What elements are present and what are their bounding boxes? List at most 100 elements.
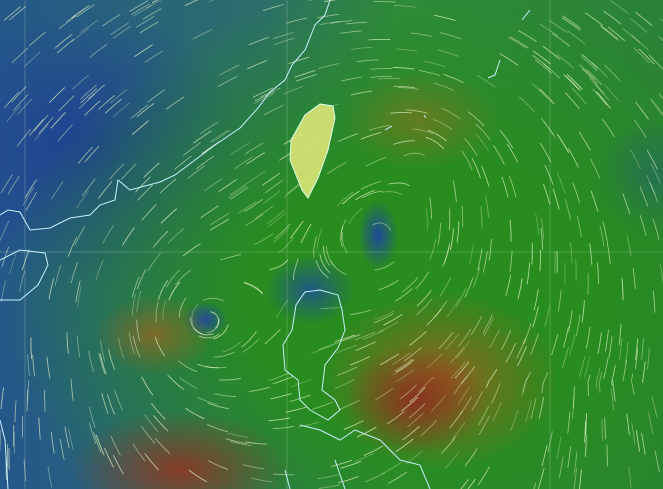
wind-streamline (308, 0, 314, 1)
wind-streamline (547, 430, 553, 453)
wind-streamline (129, 0, 149, 12)
wind-streamline (602, 119, 615, 138)
wind-streamline (501, 176, 509, 198)
wind-streamline (392, 362, 412, 376)
wind-streamline (14, 400, 17, 423)
wind-streamline (133, 4, 153, 17)
wind-streamline (501, 330, 512, 350)
wind-streamline (633, 47, 650, 64)
wind-streamline (444, 451, 460, 469)
wind-streamline (54, 264, 62, 286)
wind-streamline (571, 397, 575, 420)
wind-streamline (477, 248, 483, 271)
wind-streamline (354, 452, 375, 462)
wind-streamline (541, 372, 549, 394)
wind-streamline (158, 280, 168, 300)
wind-streamline (489, 328, 500, 349)
ryukyu-islands (384, 9, 531, 131)
wind-streamline (0, 387, 4, 410)
wind-streamline (334, 379, 355, 389)
wind-streamline (70, 379, 74, 401)
wind-streamline (563, 74, 580, 90)
wind-streamline (135, 15, 155, 28)
wind-streamline (483, 316, 494, 337)
wind-streamline (368, 124, 391, 131)
wind-streamline (585, 12, 604, 26)
wind-streamline (582, 68, 598, 85)
wind-streamline (517, 345, 527, 366)
coastlines (0, 0, 531, 489)
wind-streamline (533, 288, 539, 311)
wind-streamline (379, 353, 399, 366)
wind-streamline (525, 400, 532, 422)
wind-streamline (317, 63, 340, 69)
wind-streamline (575, 314, 581, 337)
wind-streamline (343, 420, 364, 430)
taiwan-coastline (289, 103, 336, 199)
wind-streamline (372, 222, 391, 231)
wind-streamline (187, 165, 206, 179)
wind-streamline (272, 425, 295, 430)
wind-streamline (571, 87, 587, 105)
borneo-coastline (0, 419, 9, 489)
wind-streamline (425, 136, 444, 149)
wind-streamline (471, 158, 481, 179)
wind-streamline (374, 261, 395, 271)
wind-streamline (537, 467, 545, 489)
wind-streamline (336, 344, 358, 353)
wind-streamline (393, 85, 416, 89)
wind-streamline (155, 301, 159, 323)
wind-streamline (650, 163, 661, 184)
wind-streamline (4, 91, 20, 108)
wind-streamline (659, 264, 663, 286)
wind-streamline (131, 294, 136, 316)
wind-streamline (268, 212, 286, 227)
wind-streamline (458, 328, 472, 347)
wind-streamline (317, 13, 339, 19)
wind-streamline (485, 368, 498, 388)
wind-streamline (654, 450, 660, 472)
wind-streamline (534, 59, 553, 74)
wind-streamline (440, 437, 456, 455)
wind-streamline (507, 37, 527, 49)
wind-streamline (99, 353, 107, 375)
wind-streamline (604, 417, 606, 440)
wind-streamline (544, 164, 554, 186)
wind-streamline (234, 156, 253, 169)
wind-streamline (374, 310, 395, 321)
wind-streamline (597, 332, 602, 354)
wind-streamline (568, 148, 579, 168)
wind-streamline (112, 454, 124, 475)
wind-streamline (542, 120, 556, 139)
wind-streamline (355, 341, 376, 351)
wind-streamline (451, 422, 466, 440)
wind-streamline (533, 482, 537, 489)
wind-streamline (539, 142, 552, 163)
wind-streamline (584, 420, 586, 443)
wind-streamline (429, 197, 433, 220)
wind-streamline (141, 204, 157, 221)
wind-streamline (317, 474, 339, 480)
wind-streamline (339, 334, 361, 343)
wind-streamline (77, 146, 93, 164)
wind-streamline (118, 337, 125, 359)
wind-streamline (539, 88, 555, 105)
wind-streamline (226, 432, 249, 438)
wind-streamline (297, 421, 319, 428)
wind-streamline (493, 145, 505, 165)
wind-streamline (584, 435, 587, 457)
wind-streamline (531, 83, 548, 99)
wind-streamline (82, 178, 96, 197)
wind-streamline (23, 459, 27, 482)
wind-streamline (407, 412, 424, 428)
wind-streamline (433, 82, 455, 92)
wind-streamline (441, 246, 450, 268)
wind-streamline (604, 84, 619, 102)
wind-streamline (244, 199, 263, 212)
wind-streamline (66, 332, 69, 355)
wind-streamline (467, 478, 476, 489)
wind-streamline (635, 11, 653, 27)
